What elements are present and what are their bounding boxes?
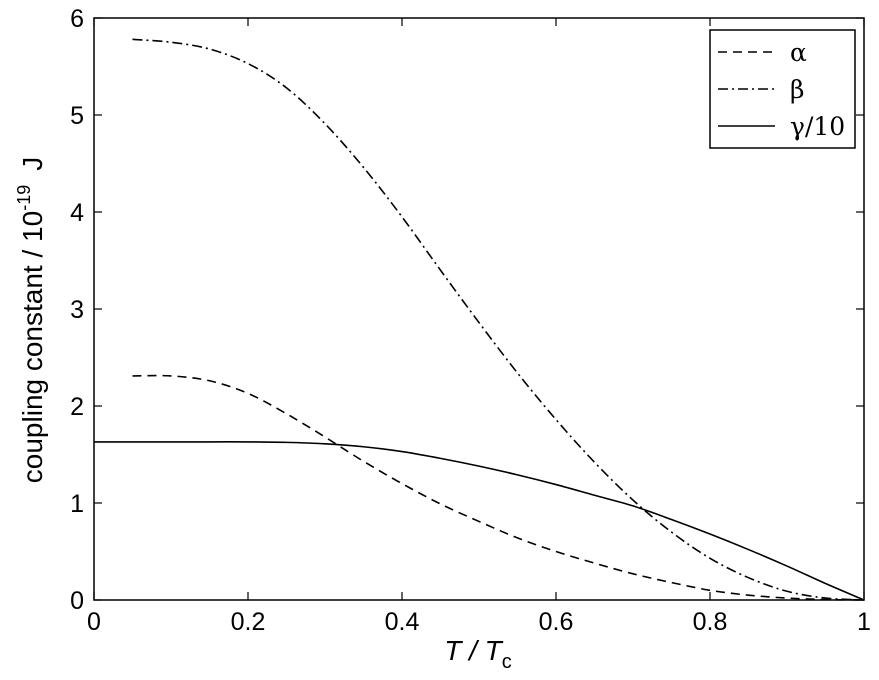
x-tick-label: 1 <box>857 608 871 636</box>
plot-frame <box>93 17 865 601</box>
x-axis-label-main: T / T <box>444 635 503 666</box>
y-axis-label-main: coupling constant / 10 <box>17 211 48 483</box>
axis-ticks: 0 0.2 0.4 0.6 0.8 1 0 1 2 3 4 5 6 <box>70 5 871 636</box>
legend-label-0: α <box>790 38 807 67</box>
x-tick-label: 0.4 <box>385 608 420 636</box>
x-tick-label: 0 <box>87 608 101 636</box>
y-axis-label: coupling constant / 10-19 J <box>14 157 48 483</box>
x-tick-label: 0.2 <box>231 608 266 636</box>
y-tick-label: 6 <box>70 5 84 33</box>
y-tick-label: 0 <box>70 587 84 615</box>
legend: αβ γ/10 <box>709 29 856 149</box>
legend-label-1: β <box>790 75 804 104</box>
x-tick-label: 0.8 <box>693 608 728 636</box>
legend-box <box>709 29 856 149</box>
legend-label-2: γ/10 <box>790 112 845 141</box>
y-axis-label-unit: J <box>17 157 48 171</box>
y-tick-label: 5 <box>70 102 84 130</box>
series-line-1 <box>132 38 865 601</box>
y-tick-label: 3 <box>70 296 84 324</box>
series-line-0 <box>132 374 865 601</box>
x-tick-label: 0.6 <box>539 608 574 636</box>
x-axis-label: T / Tc <box>444 635 512 673</box>
y-tick-label: 1 <box>70 490 84 518</box>
series-lines <box>93 38 865 601</box>
y-tick-label: 4 <box>70 199 84 227</box>
y-tick-label: 2 <box>70 393 84 421</box>
series-line-2 <box>93 441 865 601</box>
x-axis-label-subscript: c <box>502 651 512 673</box>
y-axis-label-exponent: -19 <box>14 185 34 211</box>
